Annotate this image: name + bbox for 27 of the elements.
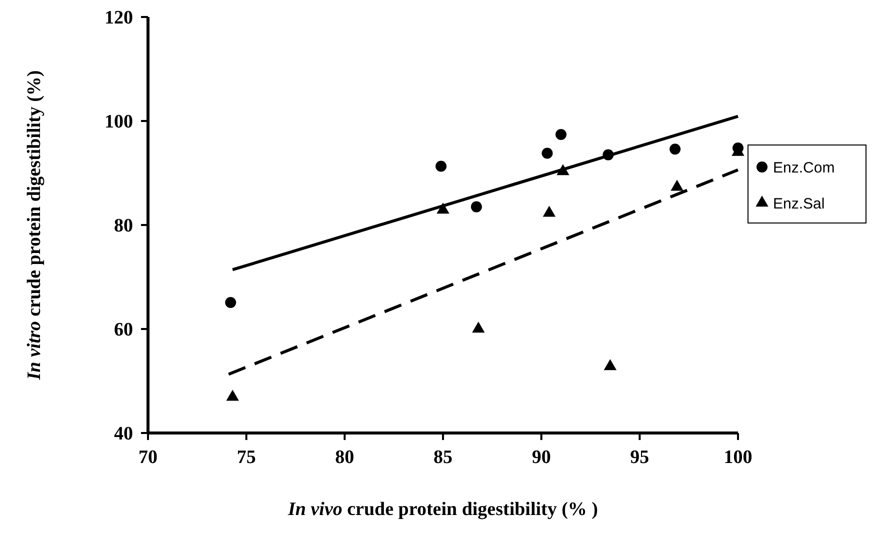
x-tick-label: 70	[138, 447, 158, 468]
y-tick-label: 120	[104, 8, 133, 29]
legend-label: Enz.Com	[773, 159, 835, 176]
legend-label: Enz.Sal	[773, 195, 825, 212]
x-tick-label: 80	[335, 447, 354, 468]
point	[670, 144, 681, 155]
y-tick-label: 80	[114, 216, 133, 237]
y-tick-label: 40	[114, 424, 133, 445]
point	[604, 359, 617, 370]
point	[436, 160, 447, 172]
x-tick-label: 100	[724, 447, 752, 468]
x-tick-label: 95	[630, 447, 650, 468]
point	[556, 129, 566, 140]
x-tick-label: 90	[532, 447, 551, 468]
point	[472, 322, 485, 333]
point	[542, 206, 556, 217]
point	[225, 296, 236, 308]
x-tick-label: 75	[236, 447, 256, 468]
y-tick-label: 60	[114, 320, 133, 341]
y-axis-title: In vitro crude protein digestibility (%)	[24, 70, 45, 381]
x-tick-label: 85	[434, 447, 452, 468]
point	[542, 148, 553, 159]
y-tick-label: 100	[104, 112, 133, 133]
point	[470, 201, 482, 212]
x-axis-title: In vivo crude protein digestibility (% )	[287, 499, 598, 520]
point	[226, 390, 239, 401]
point	[670, 180, 684, 191]
